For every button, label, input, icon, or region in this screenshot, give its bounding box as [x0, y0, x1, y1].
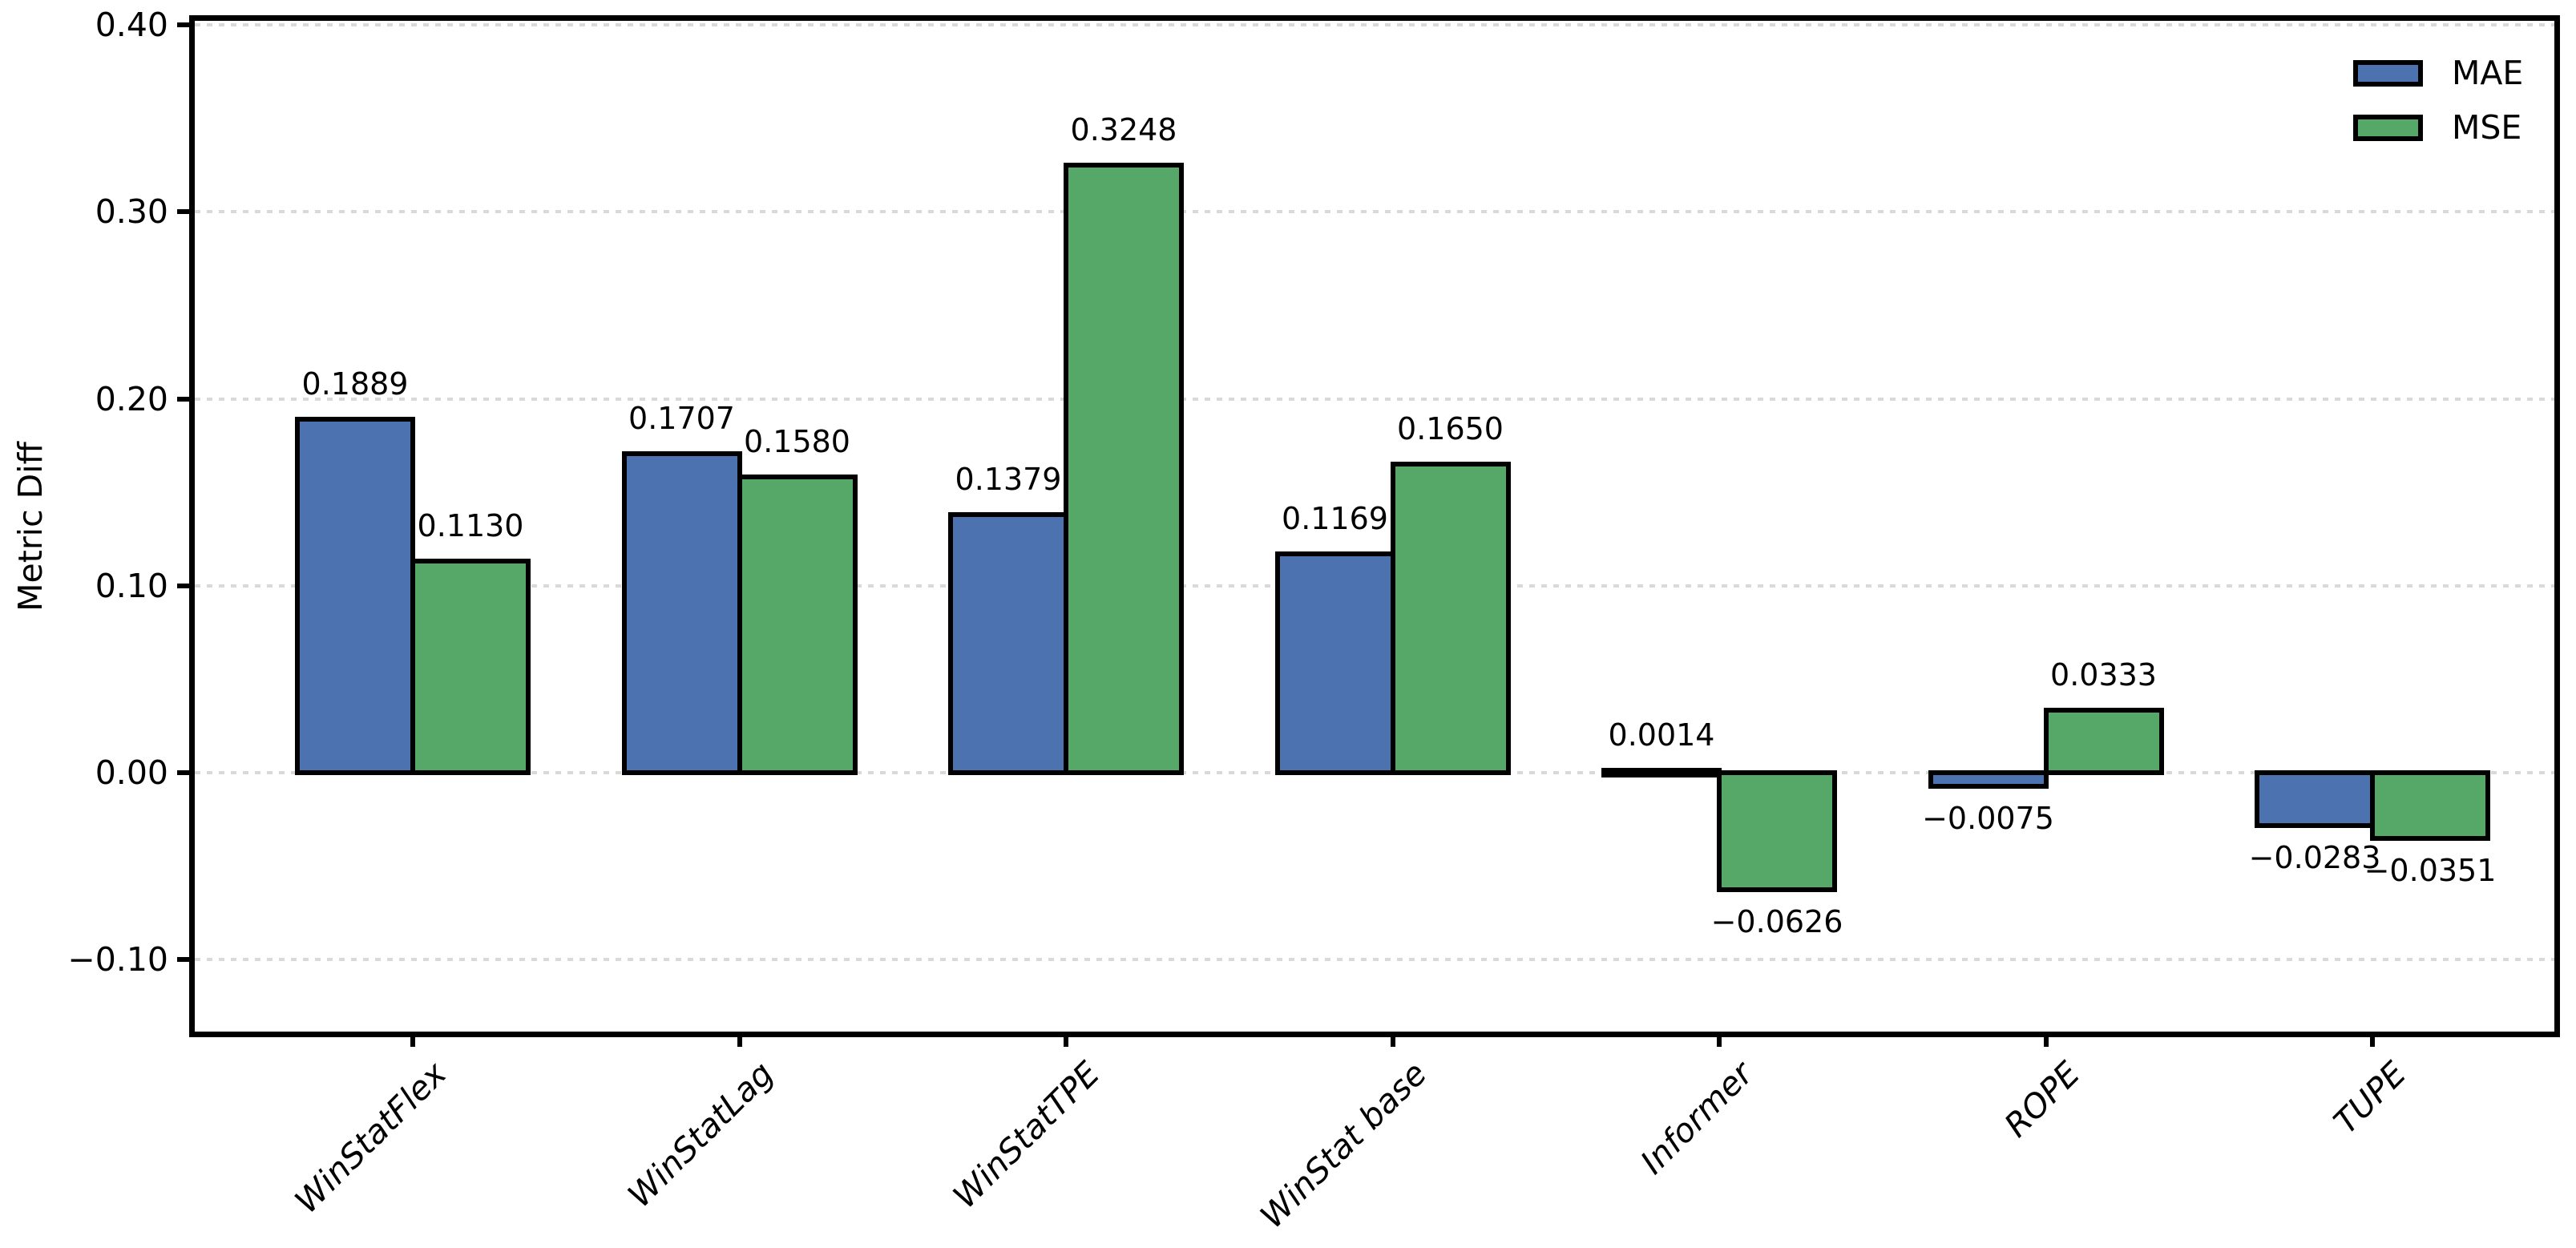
bar-mae	[1601, 767, 1722, 777]
x-tick-mark	[2370, 1035, 2375, 1047]
legend: MAE MSE	[2353, 46, 2523, 155]
bar-value-label: 0.0014	[1608, 717, 1715, 753]
x-tick-label: WinStatFlex	[287, 1054, 454, 1221]
bar-value-label: 0.1650	[1397, 411, 1504, 447]
bar-value-label: −0.0351	[2364, 852, 2497, 888]
bar-mae	[1274, 551, 1395, 775]
x-tick-mark	[2043, 1035, 2049, 1047]
bar-mse	[1064, 163, 1184, 775]
mse-color-swatch	[2353, 114, 2423, 141]
x-tick-mark	[1064, 1035, 1068, 1047]
legend-label-mae: MAE	[2452, 54, 2524, 92]
x-tick-mark	[1717, 1035, 1722, 1047]
y-tick-label: 0.00	[95, 753, 168, 792]
y-gridline	[195, 210, 2554, 214]
y-tick-mark	[177, 583, 192, 588]
y-tick-mark	[177, 396, 192, 402]
y-tick-label: 0.10	[95, 566, 168, 605]
bar-mae	[1928, 770, 2049, 790]
bar-mse	[1717, 770, 1837, 892]
y-tick-label: 0.20	[95, 379, 168, 418]
x-tick-mark	[410, 1035, 415, 1047]
y-tick-label: 0.40	[95, 6, 168, 44]
bar-mae	[621, 450, 742, 775]
bar-value-label: 0.1130	[417, 508, 524, 544]
y-tick-mark	[177, 209, 192, 215]
bar-value-label: 0.1580	[744, 424, 850, 460]
bar-mae	[948, 512, 1068, 775]
bar-value-label: −0.0075	[1922, 801, 2054, 837]
bar-mse	[737, 475, 858, 775]
bar-value-label: 0.1379	[955, 462, 1062, 498]
bar-mse	[1390, 462, 1511, 775]
bar-mae	[2255, 770, 2375, 828]
y-tick-label: 0.30	[95, 192, 168, 232]
legend-entry-mae: MAE	[2353, 46, 2523, 100]
bar-value-label: 0.1889	[301, 366, 409, 402]
legend-entry-mse: MSE	[2353, 100, 2523, 155]
y-tick-label: −0.10	[67, 940, 168, 979]
y-gridline	[195, 397, 2554, 401]
bar-value-label: 0.1707	[628, 400, 735, 436]
bar-value-label: −0.0626	[1710, 904, 1843, 939]
y-tick-mark	[177, 957, 192, 963]
mae-color-swatch	[2353, 59, 2423, 87]
bar-value-label: 0.0333	[2050, 657, 2157, 693]
bar-mse	[410, 559, 531, 775]
y-tick-mark	[177, 22, 192, 27]
legend-label-mse: MSE	[2452, 108, 2522, 147]
y-gridline	[195, 23, 2554, 26]
bar-mae	[295, 417, 415, 775]
y-tick-mark	[177, 770, 192, 775]
x-tick-mark	[737, 1035, 742, 1047]
y-gridline	[195, 958, 2554, 962]
bar-mse	[2370, 770, 2490, 841]
x-tick-mark	[1390, 1035, 1395, 1047]
bar-value-label: 0.3248	[1070, 112, 1177, 148]
bar-value-label: −0.0283	[2248, 840, 2381, 875]
bar-mse	[2043, 708, 2164, 775]
bar-value-label: 0.1169	[1282, 501, 1388, 537]
